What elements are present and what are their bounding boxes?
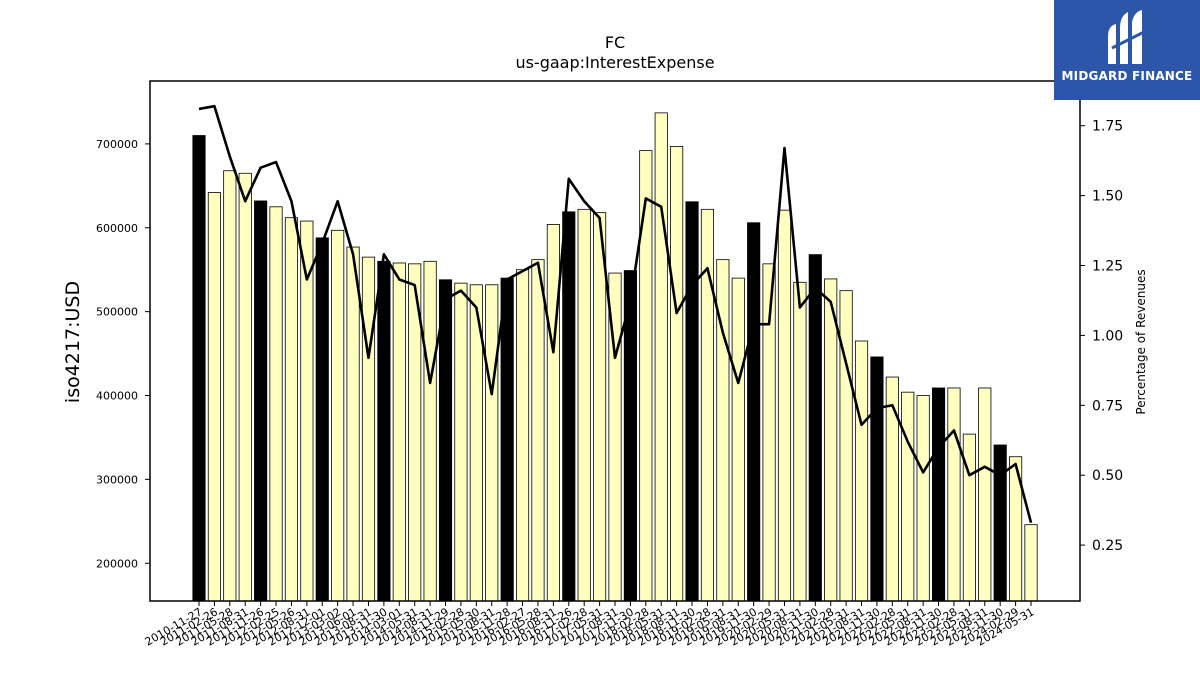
bar <box>885 376 899 602</box>
bar <box>901 391 915 602</box>
y2-tick-label: 0.75 <box>1092 398 1123 414</box>
bar <box>808 254 822 602</box>
bar <box>593 212 607 602</box>
y2-tick-label: 1.50 <box>1092 189 1123 205</box>
bar <box>238 172 252 602</box>
bar <box>207 192 221 602</box>
bar <box>747 222 761 602</box>
y-tick-label: 600000 <box>96 222 138 235</box>
bar <box>654 112 668 602</box>
bar <box>315 237 329 602</box>
bar <box>346 246 360 602</box>
bar <box>670 146 684 602</box>
brand-name: MIDGARD FINANCE <box>1061 69 1193 83</box>
bar <box>978 387 992 602</box>
y-tick-label: 500000 <box>96 306 138 319</box>
bar <box>577 208 591 602</box>
bar <box>454 282 468 602</box>
brand-logo: MIDGARD FINANCE <box>1054 0 1200 100</box>
bar <box>685 201 699 602</box>
bar <box>824 278 838 602</box>
bar <box>870 356 884 602</box>
chart-title: FC <box>605 33 625 52</box>
y-tick-label: 300000 <box>96 473 138 486</box>
bar <box>731 277 745 602</box>
bar <box>331 229 345 602</box>
bar <box>392 262 406 602</box>
bar <box>269 206 283 602</box>
y2-tick-label: 0.25 <box>1092 538 1123 554</box>
bar <box>361 256 376 602</box>
y2-tick-label: 1.00 <box>1092 328 1123 344</box>
percent-line-series <box>198 104 1033 524</box>
bar <box>562 211 576 602</box>
percent-line <box>198 104 1033 524</box>
bar <box>254 200 268 602</box>
bar <box>546 224 560 602</box>
bar <box>423 260 437 602</box>
y2-tick-label: 1.75 <box>1092 119 1123 135</box>
bar <box>192 135 206 602</box>
bar <box>500 277 514 602</box>
bar <box>916 395 930 602</box>
bar <box>284 217 299 602</box>
y-tick-label: 700000 <box>96 138 138 151</box>
y2-axis-label: Percentage of Revenues <box>1134 269 1148 414</box>
y2-tick-label: 1.25 <box>1092 259 1123 275</box>
y-axis-label: iso4217:USD <box>62 281 84 403</box>
y-tick-label: 200000 <box>96 557 138 570</box>
y-tick-label: 400000 <box>96 390 138 403</box>
bar <box>993 444 1007 602</box>
bar <box>931 387 946 602</box>
bar <box>947 387 961 602</box>
logo-mark-icon <box>1108 10 1145 64</box>
bar <box>531 259 545 602</box>
bar <box>639 150 653 602</box>
bar <box>1024 524 1038 602</box>
bar <box>777 209 792 602</box>
y2-tick-label: 0.50 <box>1092 468 1123 484</box>
bar <box>793 281 807 602</box>
bar <box>515 269 530 602</box>
chart-subtitle: us-gaap:InterestExpense <box>515 53 714 72</box>
bar <box>223 170 237 602</box>
bar <box>854 340 869 602</box>
bar <box>839 290 853 602</box>
bar <box>377 260 391 602</box>
bar <box>485 284 499 602</box>
